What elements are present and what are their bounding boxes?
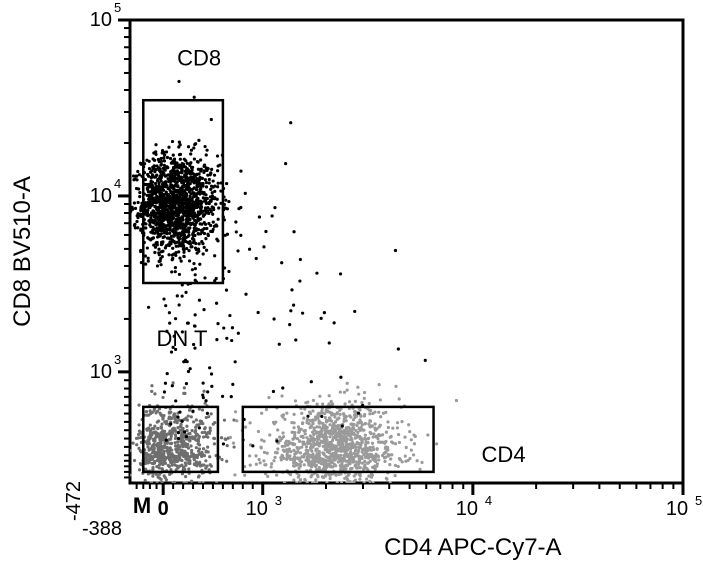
gate-label-cd8: CD8 (177, 46, 221, 71)
svg-text:10: 10 (90, 185, 112, 207)
svg-text:10: 10 (666, 498, 688, 520)
svg-text:5: 5 (114, 0, 121, 15)
svg-text:10: 10 (90, 361, 112, 383)
y-axis-label: CD8 BV510-A (9, 176, 36, 327)
gate-label-cd4: CD4 (482, 442, 526, 467)
svg-text:10: 10 (456, 498, 478, 520)
flow-cytometry-scatter: 0103104105103104105-388M-472CD4 APC-Cy7-… (0, 0, 703, 573)
svg-text:4: 4 (114, 176, 121, 191)
svg-text:0: 0 (158, 498, 169, 520)
gate-label-dn-t: DN T (157, 326, 208, 351)
x-neg-label: -388 (82, 518, 122, 540)
svg-text:5: 5 (695, 493, 702, 508)
svg-text:3: 3 (275, 493, 282, 508)
svg-text:10: 10 (90, 9, 112, 31)
x-m-label: M (133, 493, 151, 518)
svg-text:10: 10 (246, 498, 268, 520)
y-neg-label: -472 (63, 481, 85, 521)
chart-svg: 0103104105103104105-388M-472CD4 APC-Cy7-… (0, 0, 703, 573)
svg-text:4: 4 (485, 493, 492, 508)
svg-text:3: 3 (114, 352, 121, 367)
x-axis-label: CD4 APC-Cy7-A (384, 534, 561, 561)
